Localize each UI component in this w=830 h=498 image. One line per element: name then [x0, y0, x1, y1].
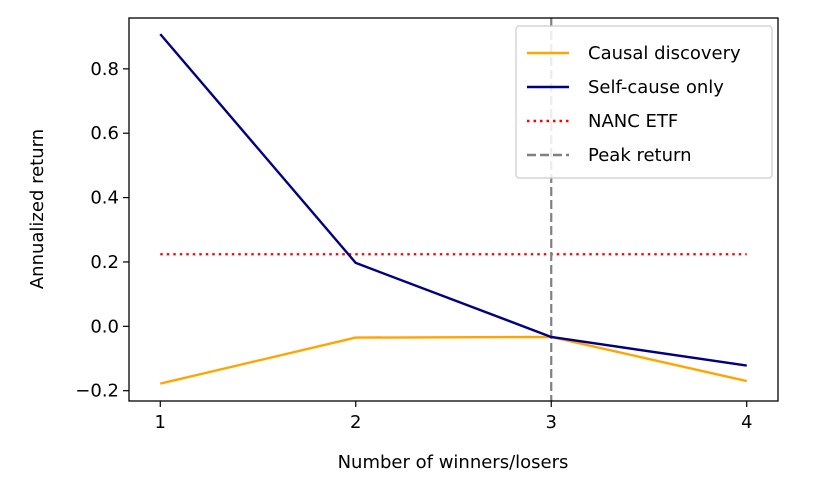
x-tick-label: 4 — [741, 412, 752, 433]
legend-item-peak-return: Peak return — [527, 145, 692, 166]
x-tick-label: 2 — [350, 412, 361, 433]
legend-label: Causal discovery — [588, 43, 741, 64]
y-tick-label: 0.4 — [90, 188, 119, 209]
legend-box — [515, 25, 773, 179]
legend-item-causal-discovery: Causal discovery — [527, 43, 741, 64]
y-tick-label: 0.8 — [90, 59, 119, 80]
legend-label: NANC ETF — [588, 111, 678, 132]
y-tick-label: −0.2 — [75, 381, 119, 402]
legend-label: Peak return — [588, 145, 692, 166]
legend-item-self-cause-only: Self-cause only — [527, 77, 724, 98]
y-tick-label: 0.0 — [90, 316, 119, 337]
legend: Causal discovery Self-cause only NANC ETF P… — [515, 25, 773, 179]
x-tick-label: 1 — [155, 412, 166, 433]
x-axis: 1 2 3 4 — [155, 401, 752, 433]
legend-item-nanc-etf: NANC ETF — [527, 111, 678, 132]
x-axis-label: Number of winners/losers — [338, 452, 569, 473]
plot-area — [159, 18, 747, 401]
legend-label: Self-cause only — [588, 77, 724, 98]
series-line-causal-discovery — [160, 335, 747, 385]
y-tick-label: 0.2 — [90, 252, 119, 273]
y-axis-label: Annualized return — [27, 129, 48, 289]
y-tick-label: 0.6 — [90, 123, 119, 144]
y-axis: −0.2 0.0 0.2 0.4 0.6 0.8 — [75, 59, 129, 402]
x-tick-label: 3 — [546, 412, 557, 433]
series-line-self-cause-only — [159, 33, 747, 367]
plot-frame — [128, 17, 779, 402]
